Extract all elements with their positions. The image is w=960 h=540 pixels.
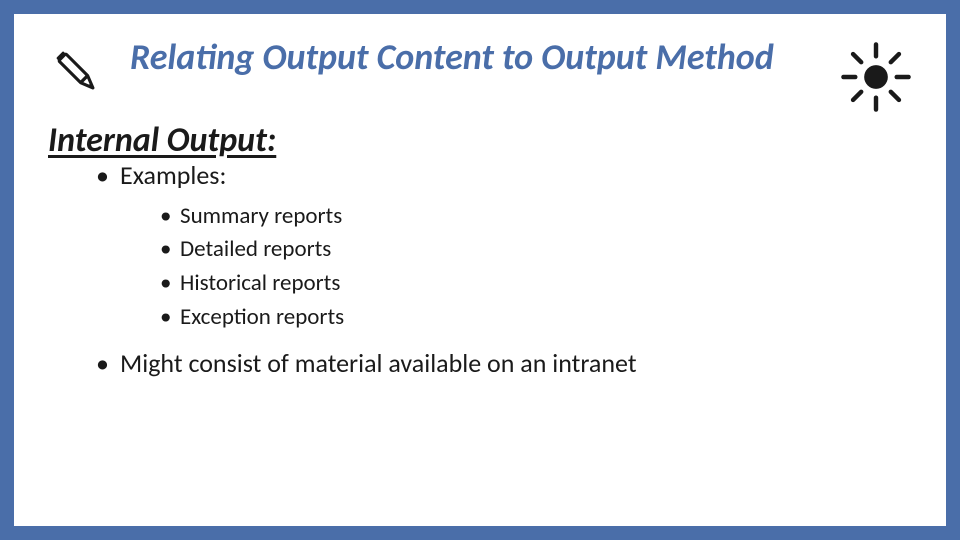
- bullet-example-item: Exception reports: [160, 303, 916, 333]
- bullet-intranet: Might consist of material available on a…: [96, 347, 916, 380]
- bullet-list-level1: Examples: Summary reports Detailed repor…: [96, 159, 916, 380]
- header-row: Relating Output Content to Output Method: [44, 36, 916, 114]
- slide: Relating Output Content to Output Method…: [0, 0, 960, 540]
- bullet-list-level2: Summary reports Detailed reports Histori…: [160, 202, 916, 334]
- pencil-icon: [44, 36, 112, 104]
- bullet-examples: Examples: Summary reports Detailed repor…: [96, 159, 916, 333]
- bullet-example-item: Historical reports: [160, 269, 916, 299]
- bullet-example-item: Detailed reports: [160, 235, 916, 265]
- sun-icon: [836, 36, 916, 114]
- subheading: Internal Output:: [48, 120, 916, 161]
- bullet-examples-label: Examples:: [120, 159, 226, 191]
- slide-title: Relating Output Content to Output Method: [130, 36, 818, 78]
- bullet-example-item: Summary reports: [160, 202, 916, 232]
